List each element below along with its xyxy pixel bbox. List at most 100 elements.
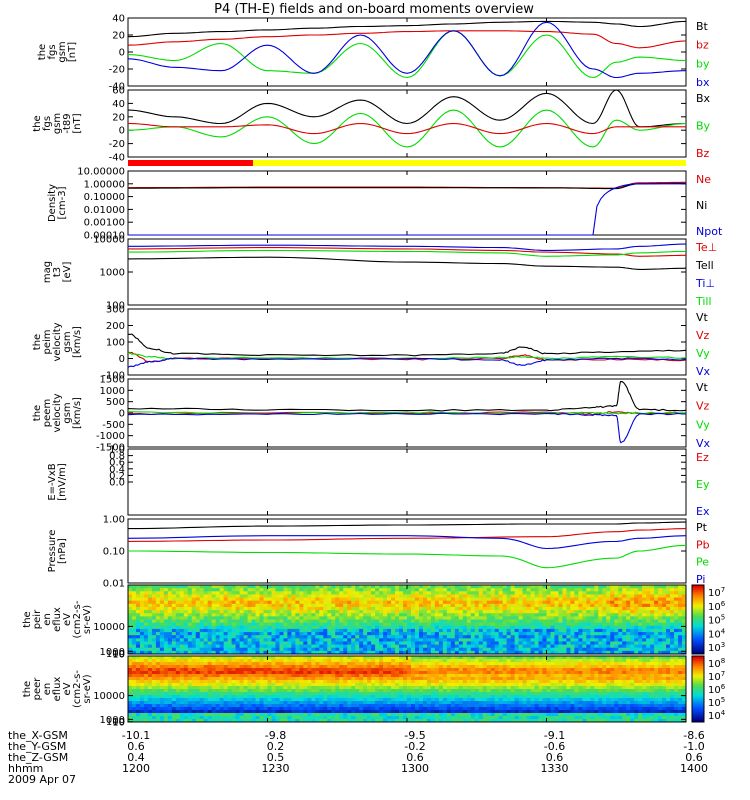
spectrogram-cell: [666, 613, 671, 617]
spectrogram-cell: [207, 635, 213, 639]
spectrogram-cell: [343, 600, 348, 605]
spectrogram-cell: [287, 713, 292, 717]
spectrogram-cell: [155, 692, 161, 696]
spectrogram-cell: [335, 597, 340, 602]
spectrogram-cell: [510, 647, 516, 652]
spectrogram-cell: [662, 606, 667, 611]
spectrogram-cell: [271, 671, 276, 675]
spectrogram-cell: [191, 638, 197, 642]
series-line-by: [127, 30, 687, 79]
spectrogram-cell: [570, 635, 575, 639]
spectrogram-cell: [155, 656, 161, 660]
spectrogram-cell: [311, 625, 316, 630]
spectrogram-cell: [347, 698, 352, 702]
spectrogram-cell: [139, 656, 145, 660]
spectrogram-cell: [486, 600, 492, 605]
spectrogram-cell: [271, 597, 276, 602]
spectrogram-cell: [534, 632, 539, 636]
spectrogram-cell: [391, 662, 396, 666]
spectrogram-cell: [570, 606, 575, 611]
spectrogram-cell: [219, 659, 225, 663]
spectrogram-cell: [506, 622, 512, 627]
spectrogram-cell: [311, 710, 316, 714]
spectrogram-cell: [331, 692, 336, 696]
spectrogram-cell: [514, 597, 519, 602]
spectrogram-cell: [195, 698, 201, 702]
spectrogram-cell: [630, 588, 635, 592]
spectrogram-cell: [554, 613, 559, 617]
colorbar-segment: [692, 614, 704, 617]
spectrogram-cell: [363, 585, 368, 589]
spectrogram-cell: [211, 588, 217, 592]
spectrogram-cell: [466, 616, 472, 620]
spectrogram-cell: [179, 713, 185, 717]
spectrogram-cell: [187, 701, 193, 705]
spectrogram-cell: [175, 597, 181, 602]
spectrogram-cell: [271, 641, 276, 645]
spectrogram-cell: [128, 659, 133, 663]
spectrogram-cell: [498, 606, 504, 611]
spectrogram-cell: [191, 677, 197, 681]
spectrogram-cell: [175, 671, 181, 675]
spectrogram-cell: [223, 632, 229, 636]
spectrogram-cell: [534, 606, 539, 611]
spectrogram-cell: [343, 647, 348, 652]
spectrogram-cell: [179, 677, 185, 681]
spectrogram-cell: [131, 647, 137, 652]
spectrogram-cell: [331, 644, 336, 649]
spectrogram-cell: [486, 603, 492, 608]
spectrogram-cell: [574, 613, 579, 617]
spectrogram-cell: [307, 710, 312, 714]
spectrogram-cell: [363, 613, 368, 617]
series-line-Bz: [127, 122, 686, 135]
spectrogram-cell: [554, 616, 559, 620]
spectrogram-cell: [518, 606, 523, 611]
spectrogram-cell: [251, 686, 256, 690]
spectrogram-cell: [578, 650, 583, 655]
spectrogram-cell: [442, 585, 448, 589]
spectrogram-cell: [191, 707, 197, 711]
spectrogram-cell: [319, 606, 324, 611]
spectrogram-cell: [343, 719, 348, 723]
spectrogram-cell: [143, 698, 149, 702]
spectrogram-cell: [622, 625, 627, 630]
spectrogram-cell: [442, 635, 448, 639]
spectrogram-cell: [155, 698, 161, 702]
spectrogram-cell: [227, 610, 233, 614]
spectrogram-cell: [359, 585, 364, 589]
spectrogram-cell: [159, 585, 165, 589]
spectrogram-cell: [375, 656, 380, 660]
spectrogram-cell: [215, 692, 221, 696]
spectrogram-cell: [191, 674, 197, 678]
series-line-Pe: [128, 544, 686, 569]
spectrogram-cell: [470, 650, 476, 655]
spectrogram-cell: [175, 707, 181, 711]
spectrogram-cell: [602, 625, 607, 630]
spectrogram-cell: [235, 665, 240, 669]
spectrogram-cell: [323, 701, 328, 705]
spectrogram-cell: [323, 635, 328, 639]
spectrogram-cell: [207, 616, 213, 620]
spectrogram-cell: [558, 638, 563, 642]
spectrogram-cell: [147, 719, 153, 723]
spectrogram-cell: [311, 686, 316, 690]
spectrogram-cell: [179, 616, 185, 620]
spectrogram-cell: [267, 594, 272, 598]
spectrogram-cell: [271, 701, 276, 705]
spectrogram-cell: [514, 638, 519, 642]
spectrogram-cell: [323, 606, 328, 611]
spectrogram-cell: [387, 603, 392, 608]
spectrogram-cell: [355, 619, 360, 624]
spectrogram-cell: [263, 644, 268, 649]
spectrogram-cell: [315, 710, 320, 714]
spectrogram-cell: [598, 635, 603, 639]
spectrogram-cell: [347, 680, 352, 684]
spectrogram-cell: [375, 641, 380, 645]
spectrogram-cell: [450, 641, 456, 645]
spectrogram-cell: [239, 656, 244, 660]
spectrogram-cell: [474, 638, 480, 642]
spectrogram-cell: [175, 600, 181, 605]
spectrogram-cell: [299, 710, 304, 714]
spectrogram-cell: [323, 668, 328, 672]
spectrogram-cell: [375, 677, 380, 681]
